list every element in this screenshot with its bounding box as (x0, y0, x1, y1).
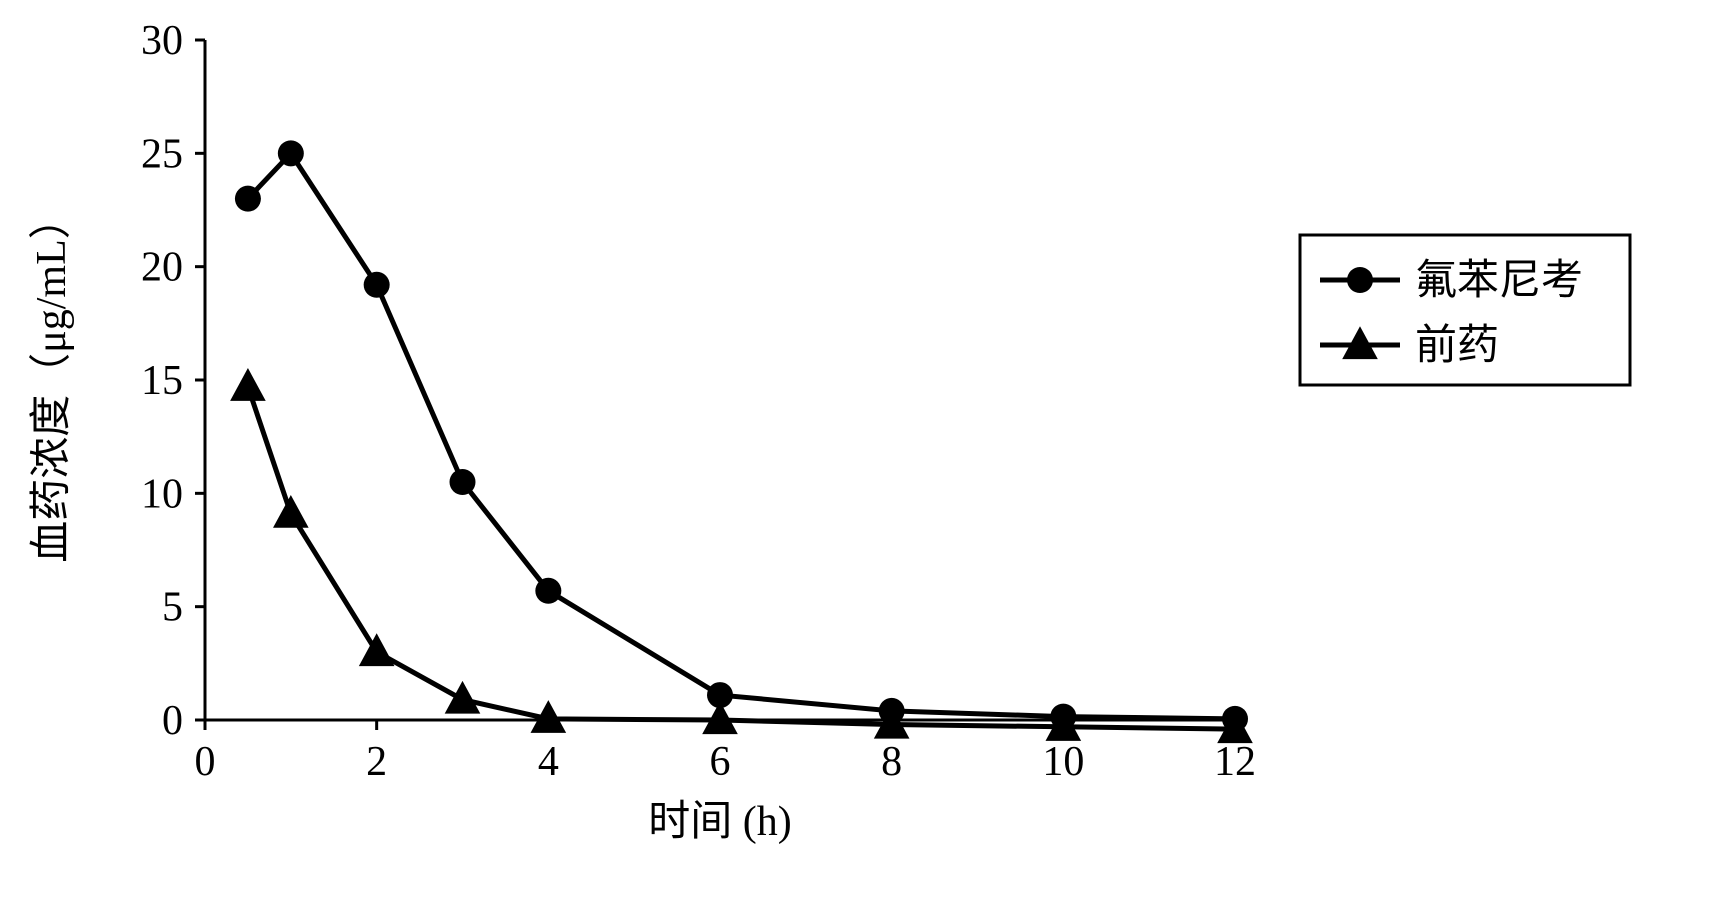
y-tick-label: 20 (141, 245, 183, 291)
line-chart: 0 5 10 15 20 25 30 0 2 4 6 8 10 12 时间 (h) 血药浓度（μg/mL） 氟苯… (0, 0, 1711, 909)
x-tick-label: 10 (1042, 739, 1084, 785)
chart-container: 0 5 10 15 20 25 30 0 2 4 6 8 10 12 时间 (h) 血药浓度（μg/mL） 氟苯… (0, 0, 1711, 909)
x-tick-label: 0 (195, 739, 216, 785)
x-axis-label: 时间 (h) (648, 799, 791, 845)
y-axis-label: 血药浓度（μg/mL） (29, 197, 75, 563)
y-tick-label: 15 (141, 358, 183, 404)
x-tick-label: 4 (538, 739, 559, 785)
y-tick-label: 5 (162, 585, 183, 631)
x-tick-label: 8 (881, 739, 902, 785)
y-tick-label: 25 (141, 131, 183, 177)
y-tick-label: 0 (162, 698, 183, 744)
legend-item-label: 前药 (1415, 323, 1499, 369)
x-tick-label: 12 (1214, 739, 1256, 785)
legend-item-label: 氟苯尼考 (1415, 258, 1583, 304)
y-tick-label: 30 (141, 18, 183, 64)
y-tick-label: 10 (141, 471, 183, 517)
x-tick-label: 6 (710, 739, 731, 785)
x-tick-label: 2 (366, 739, 387, 785)
